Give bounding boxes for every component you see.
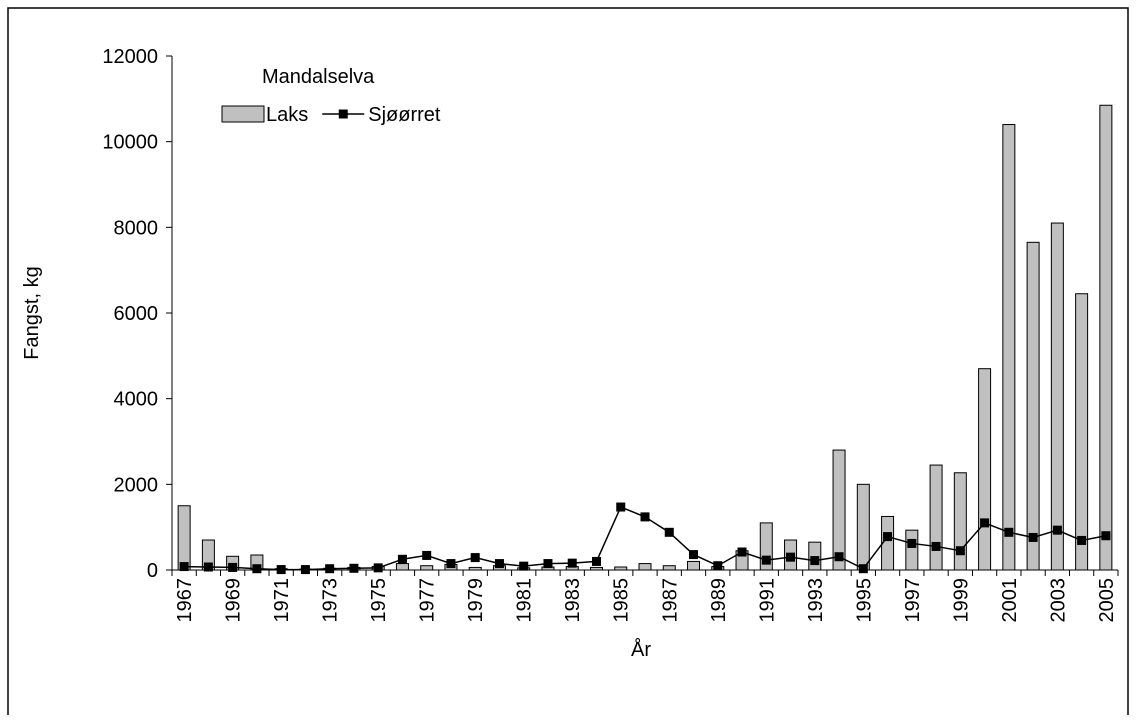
marker	[228, 562, 238, 572]
marker	[591, 556, 601, 566]
bar	[1050, 222, 1064, 571]
x-tick-label: 1975	[368, 578, 390, 623]
bar	[978, 368, 992, 571]
x-axis-label: År	[631, 638, 651, 661]
bar	[953, 472, 967, 571]
bar	[177, 505, 191, 571]
x-tick-label: 1979	[465, 578, 487, 623]
marker	[955, 546, 965, 556]
bar	[638, 563, 652, 571]
marker	[470, 553, 480, 563]
marker	[810, 556, 820, 566]
marker	[373, 563, 383, 573]
marker	[349, 563, 359, 573]
x-tick-label: 1971	[271, 578, 293, 623]
x-tick-label: 2001	[999, 578, 1021, 623]
x-tick-label: 1967	[174, 578, 196, 623]
marker	[1077, 535, 1087, 545]
marker	[1101, 531, 1111, 541]
x-tick-label: 1991	[756, 578, 778, 623]
bar	[614, 566, 628, 571]
marker	[543, 559, 553, 569]
marker	[907, 538, 917, 548]
marker	[567, 558, 577, 568]
marker	[689, 550, 699, 560]
y-tick-label: 0	[147, 560, 158, 582]
marker	[203, 562, 213, 572]
x-tick-label: 1993	[805, 578, 827, 623]
marker	[397, 554, 407, 564]
x-tick-label: 1987	[659, 578, 681, 623]
marker	[519, 561, 529, 571]
y-tick-label: 8000	[114, 217, 159, 239]
x-tick-label: 1995	[853, 578, 875, 623]
y-tick-label: 2000	[114, 474, 159, 496]
x-tick-label: 1977	[417, 578, 439, 623]
marker	[931, 541, 941, 551]
x-tick-label: 1981	[514, 578, 536, 623]
y-tick-label: 10000	[102, 132, 158, 154]
marker	[737, 547, 747, 557]
bar	[395, 563, 409, 571]
y-tick-label: 12000	[102, 46, 158, 68]
marker	[252, 564, 262, 574]
marker	[980, 518, 990, 528]
bar	[832, 449, 846, 571]
marker	[276, 565, 286, 575]
bar	[468, 566, 482, 571]
y-tick-label: 4000	[114, 389, 159, 411]
x-tick-label: 1989	[708, 578, 730, 623]
marker	[325, 564, 335, 574]
marker	[422, 550, 432, 560]
legend-swatch	[221, 105, 265, 123]
legend-marker	[338, 109, 348, 119]
x-tick-label: 1997	[902, 578, 924, 623]
bar	[929, 464, 943, 571]
marker	[616, 502, 626, 512]
marker	[664, 527, 674, 537]
x-tick-label: 1983	[562, 578, 584, 623]
bar	[905, 529, 919, 571]
marker	[179, 562, 189, 572]
bar	[662, 565, 676, 571]
legend-title: Mandalselva	[262, 66, 375, 88]
legend-label: Laks	[266, 104, 308, 126]
y-tick-label: 6000	[114, 303, 159, 325]
legend-label: Sjøørret	[368, 104, 441, 126]
marker	[713, 561, 723, 571]
marker	[300, 565, 310, 575]
bar	[1075, 293, 1089, 571]
marker	[786, 552, 796, 562]
marker	[640, 512, 650, 522]
bar	[420, 565, 434, 571]
bar	[881, 515, 895, 571]
marker	[446, 559, 456, 569]
bar	[1002, 124, 1016, 571]
bar	[1026, 241, 1040, 571]
bar	[856, 483, 870, 571]
x-tick-label: 1969	[223, 578, 245, 623]
bar	[687, 560, 701, 571]
x-tick-label: 2005	[1096, 578, 1118, 623]
chart-frame	[7, 7, 1129, 719]
x-tick-label: 1985	[611, 578, 633, 623]
marker	[494, 559, 504, 569]
marker	[1028, 532, 1038, 542]
marker	[834, 552, 844, 562]
bar	[1099, 104, 1113, 571]
bar	[589, 566, 603, 571]
marker	[761, 555, 771, 565]
marker	[883, 532, 893, 542]
x-tick-label: 1999	[950, 578, 972, 623]
marker	[1004, 527, 1014, 537]
y-axis-label: Fangst, kg	[21, 266, 43, 359]
x-tick-label: 2003	[1047, 578, 1069, 623]
marker	[858, 564, 868, 574]
x-tick-label: 1973	[320, 578, 342, 623]
marker	[1052, 525, 1062, 535]
